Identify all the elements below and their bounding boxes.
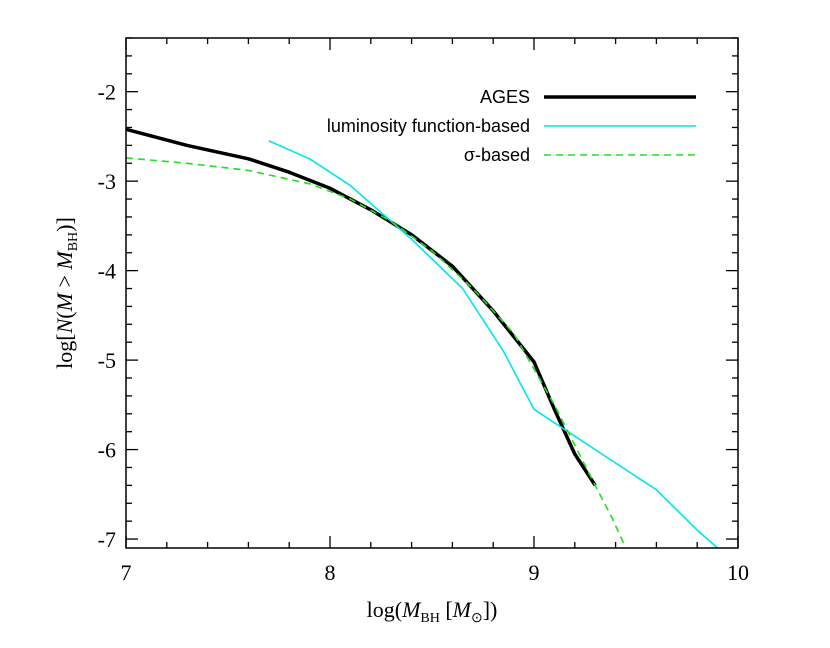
- y-tick-label: -7: [98, 527, 116, 552]
- x-axis-label: log(MBH [M⊙]): [367, 597, 498, 626]
- y-tick-label: -6: [98, 438, 116, 463]
- legend-label-1: luminosity function-based: [327, 116, 530, 136]
- plot-frame: [125, 37, 739, 549]
- y-tick-label: -5: [98, 348, 116, 373]
- series-line-1: [268, 140, 719, 548]
- x-tick-label: 9: [529, 560, 540, 585]
- x-tick-label: 8: [325, 560, 336, 585]
- legend-label-2: σ-based: [464, 145, 530, 165]
- legend-label-0: AGES: [480, 87, 530, 107]
- series-line-0: [126, 127, 597, 487]
- ticks-layer: [125, 37, 739, 548]
- y-axis-label: log[N(M > MBH)]: [52, 217, 81, 369]
- x-tick-label: 10: [727, 560, 749, 585]
- series-layer: [126, 127, 719, 548]
- legend: AGES luminosity function-based σ-based: [327, 87, 696, 165]
- series-line-2: [126, 157, 627, 548]
- tick-labels-layer: 7 8 9 10 -2 -3 -4 -5 -6 -7: [98, 80, 749, 585]
- y-tick-label: -3: [98, 169, 116, 194]
- y-tick-label: -4: [98, 259, 116, 284]
- x-tick-label: 7: [121, 560, 132, 585]
- y-tick-label: -2: [98, 80, 116, 105]
